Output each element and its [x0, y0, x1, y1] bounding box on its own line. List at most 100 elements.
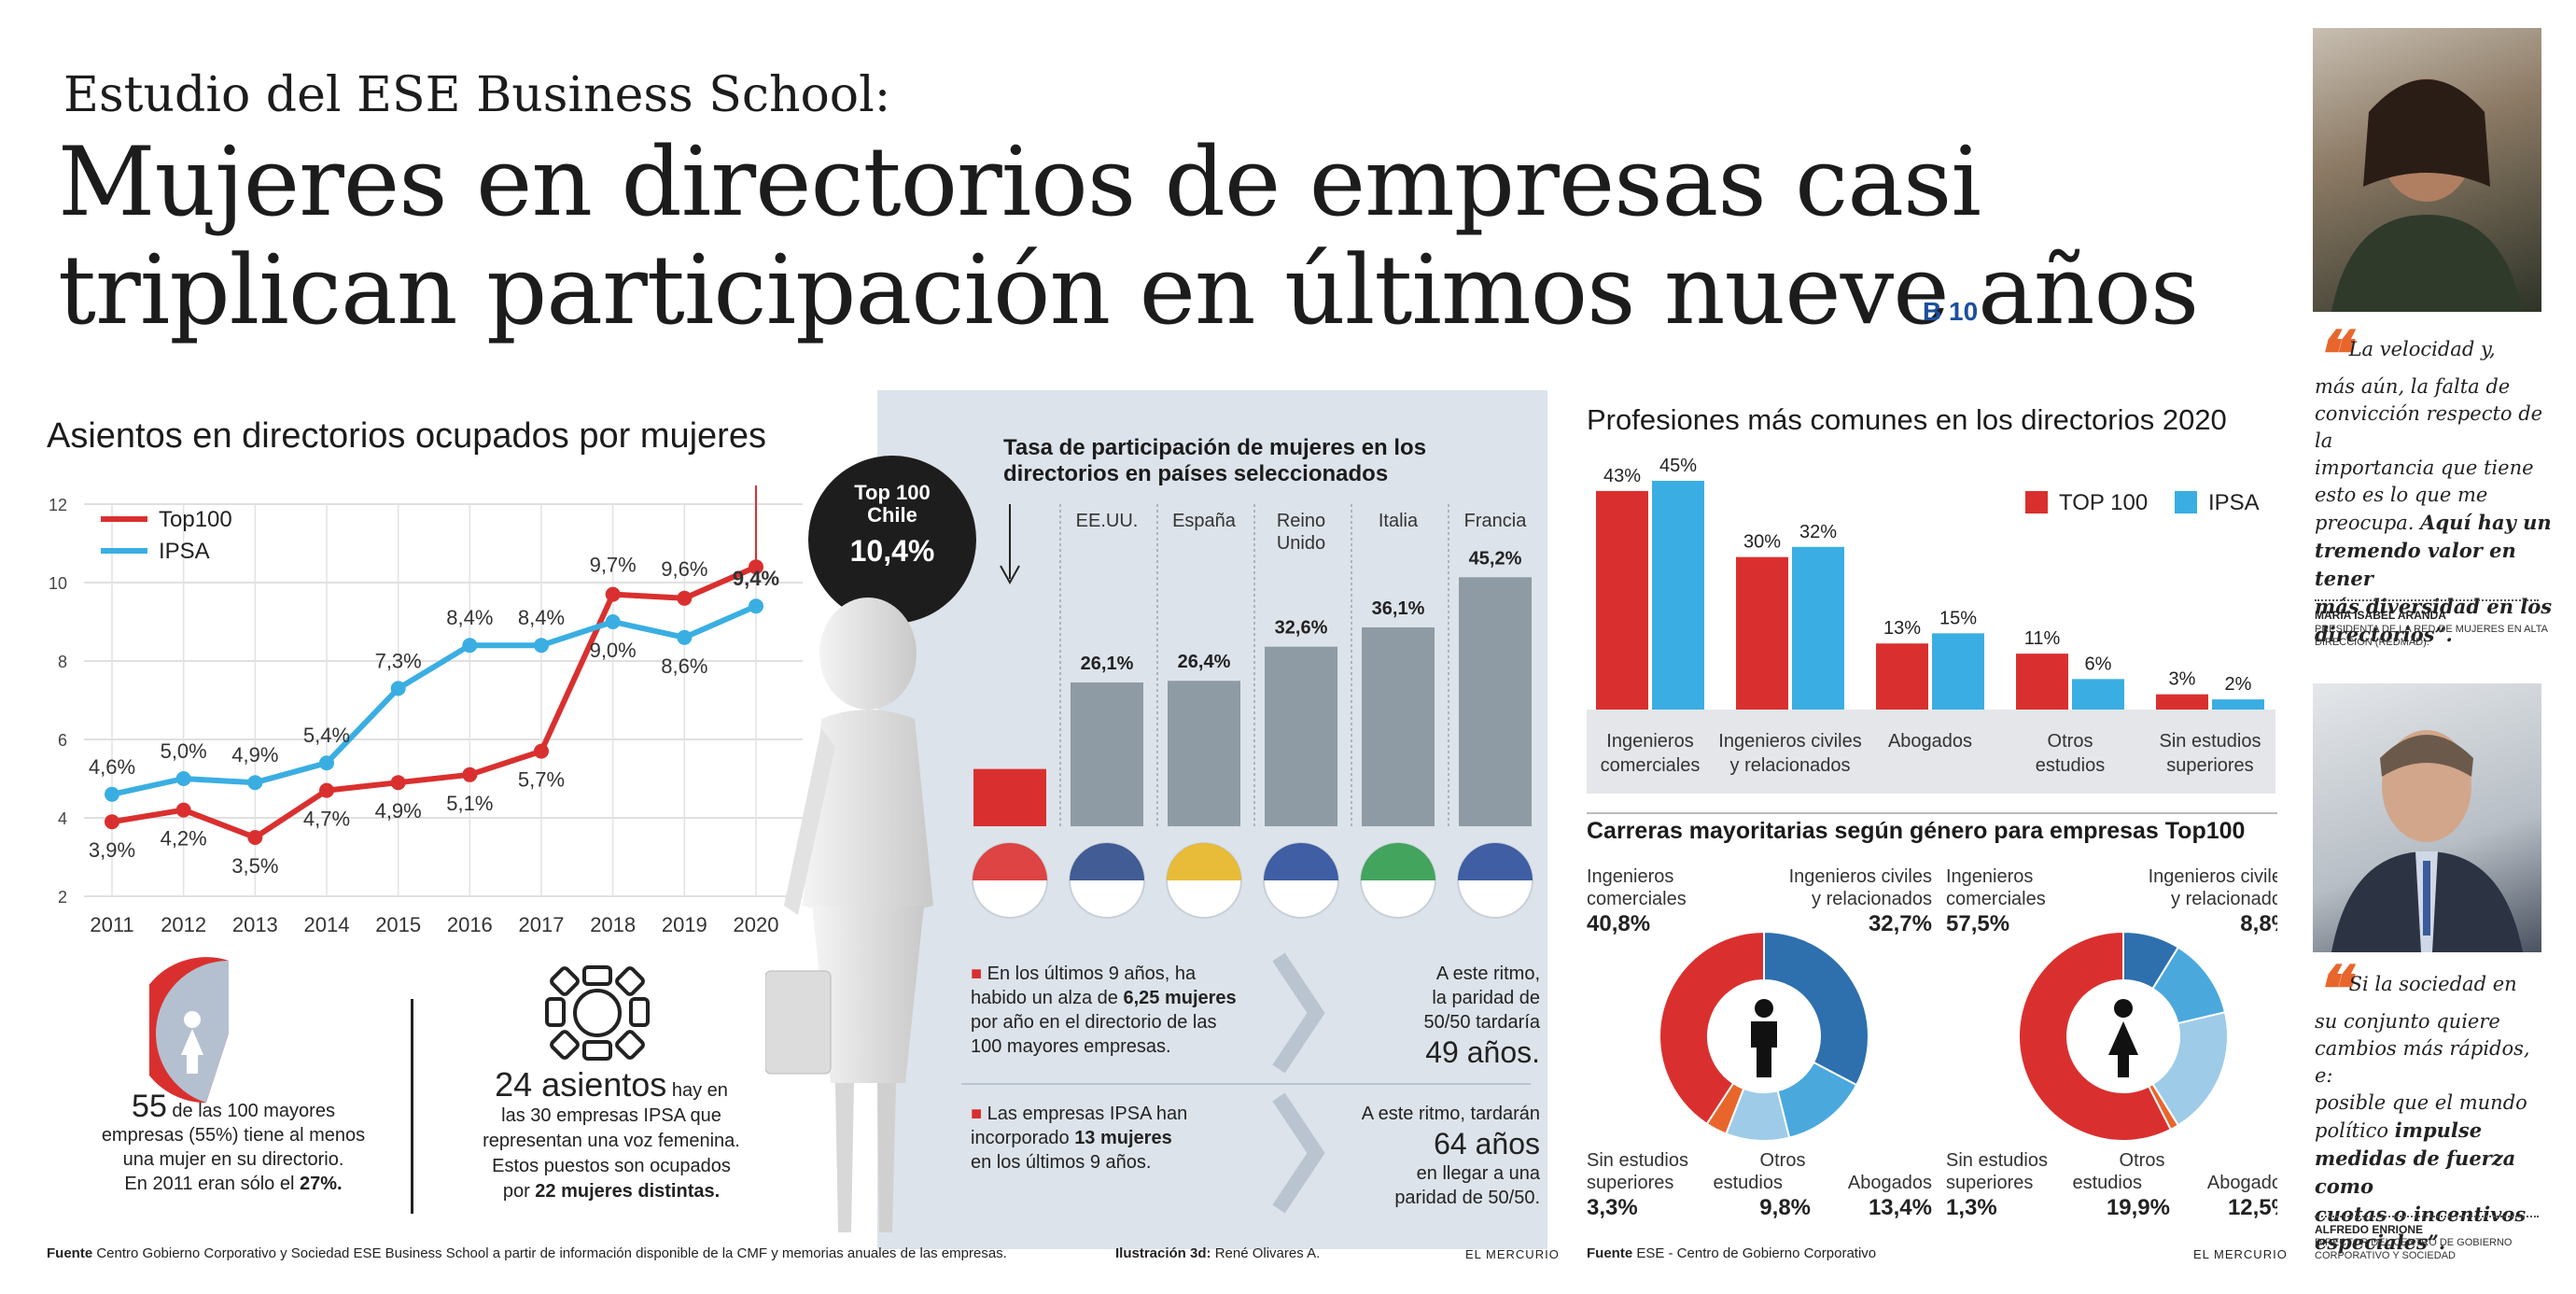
data-label-ipsa: 8,4%	[518, 606, 565, 629]
data-label-ipsa: 5,0%	[161, 739, 207, 763]
fact-1-l4: 100 mayores empresas.	[971, 1036, 1171, 1057]
profession-bar-value: 3%	[2169, 669, 2196, 690]
country-bar-value: 32,6%	[1275, 618, 1328, 639]
fact-1-l1: En los últimos 9 años, ha	[987, 963, 1197, 984]
series-line-ipsa	[111, 603, 758, 797]
data-label-ipsa: 9,4%	[733, 567, 779, 590]
country-name: Unido	[1277, 533, 1325, 554]
profession-category-label: comerciales	[1601, 755, 1701, 776]
q1-l5a: esto es lo que me	[2315, 484, 2488, 506]
stat-1-text4b: 27%.	[299, 1174, 343, 1194]
donut-label-ing-civ: Ingenieros civiles	[2149, 866, 2277, 887]
boardroom-icon	[545, 965, 650, 1061]
fact-2-l3: en los últimos 9 años.	[971, 1152, 1152, 1173]
x-tick-label: 2017	[519, 913, 565, 936]
donut-label-sin-est: Sin estudios	[1946, 1150, 2048, 1171]
quote-1-divider	[2315, 599, 2539, 601]
fact-1-result: A este ritmo, la paridad de 50/50 tardar…	[1325, 962, 1540, 1070]
donut-label-abog: Abogados	[1848, 1173, 1932, 1193]
y-tick-label: 12	[49, 496, 67, 514]
profession-category-label: y relacionados	[1730, 755, 1851, 776]
legend-label: IPSA	[2208, 490, 2260, 515]
data-point-ipsa	[175, 771, 191, 786]
country-flag-icon-top	[1070, 843, 1144, 880]
x-tick-label: 2016	[447, 913, 493, 936]
donut-label-sin-est: superiores	[1587, 1173, 1673, 1193]
stat-1-text3: una mujer en su directorio.	[122, 1149, 344, 1170]
country-bar	[1362, 627, 1435, 826]
donut-label-otros: estudios	[2073, 1173, 2143, 1193]
x-tick-label: 2012	[161, 913, 206, 936]
data-label-ipsa: 5,4%	[303, 724, 350, 747]
legend-label-ipsa: IPSA	[159, 539, 210, 564]
stat-2-text2: las 30 empresas IPSA que	[501, 1105, 721, 1126]
country-flag-icon-top	[973, 843, 1047, 880]
profession-bar-ipsa	[2072, 679, 2124, 710]
q2-l2: su conjunto quiere	[2315, 1010, 2500, 1033]
data-point-ipsa	[390, 681, 406, 696]
data-label-ipsa: 9,0%	[590, 639, 637, 662]
country-name: Italia	[1379, 511, 1419, 531]
quote-1: ❝La velocidad y, más aún, la falta de co…	[2315, 323, 2553, 649]
stat-1-text4a: En 2011 eran sólo el	[124, 1174, 300, 1194]
q1-l6b: Aquí hay un	[2420, 511, 2552, 534]
professions-bar-chart: 43% 45% Ingenieros comerciales 30% 32% Ingenie…	[1596, 456, 2264, 776]
donut-slice	[1763, 930, 1869, 1087]
stat-1-num: 55	[132, 1089, 167, 1124]
donut-value-abog: 12,5%	[2228, 1195, 2277, 1220]
q2-l5b: impulse	[2394, 1118, 2483, 1142]
q1-l9: directorios”.	[2315, 623, 2453, 646]
country-flag-icon-top	[1361, 843, 1435, 880]
woman-icon-head	[2114, 999, 2133, 1018]
line-chart-title: Asientos en directorios ocupados por muj…	[47, 416, 766, 456]
headline: Mujeres en directorios de empresas casi …	[58, 129, 2199, 345]
donut-value-otros: 9,8%	[1759, 1195, 1811, 1220]
data-label-top100: 4,9%	[375, 799, 422, 823]
profession-category-label: Ingenieros	[1606, 731, 1693, 752]
data-label-ipsa: 8,6%	[661, 654, 707, 678]
donut-label-ing-civ: y relacionados	[1812, 889, 1932, 909]
fact-2-r4: paridad de 50/50.	[1394, 1188, 1540, 1208]
legend-label-top100: Top100	[159, 507, 232, 532]
profession-category-label: superiores	[2166, 755, 2253, 776]
data-point-top100	[247, 830, 263, 845]
q2-l5a: político	[2315, 1119, 2395, 1142]
woman-icon-head	[184, 1011, 201, 1028]
profession-bar-ipsa	[1932, 633, 1984, 710]
donut-label-sin-est: Sin estudios	[1587, 1150, 1688, 1171]
donut-label-otros: estudios	[1714, 1173, 1784, 1193]
profession-bar-value: 6%	[2085, 654, 2112, 674]
professions-divider	[1587, 812, 2277, 814]
q2-l3: cambios más rápidos, e:	[2315, 1037, 2530, 1087]
data-label-top100: 3,9%	[89, 838, 135, 862]
fact-1-text: ■ En los últimos 9 años, ha habido un al…	[971, 963, 1237, 1057]
data-point-top100	[462, 767, 478, 782]
q2-l7: cuotas o incentivos	[2315, 1203, 2527, 1226]
fact-2-r2: 64 años	[1434, 1127, 1540, 1160]
q1-title: PRESIDENTA DE LA RED DE MUJERES EN ALTA …	[2315, 623, 2548, 649]
donut-value-otros: 19,9%	[2107, 1195, 2170, 1220]
stat-2: 24 asientos hay en las 30 empresas IPSA …	[457, 1068, 765, 1204]
fact-1-r2: la paridad de	[1432, 988, 1540, 1008]
top100-chile-callout: Top 100 Chile 10,4%	[808, 456, 976, 624]
data-label-top100: 4,2%	[161, 827, 207, 851]
q1-name: MARÍA ISABEL ARANDA	[2315, 609, 2446, 622]
professions-axis-band	[1587, 710, 2275, 794]
q2-name: ALFREDO ENRIONE	[2315, 1223, 2424, 1236]
legend-label: TOP 100	[2059, 490, 2148, 515]
line-chart: 2 4 6 8 10 12 2011 2012 2013 2014 2015 2016 2017 2018…	[49, 485, 803, 936]
profession-bar-ipsa	[2212, 699, 2264, 710]
donut-slice	[1705, 1081, 1745, 1135]
donut-value-sin-est: 3,3%	[1587, 1195, 1638, 1220]
donut-value-ing-com: 40,8%	[1587, 911, 1650, 936]
profession-bar-ipsa	[1792, 546, 1844, 710]
donut-label-sin-est: superiores	[1946, 1173, 2033, 1193]
footer-illus-text: René Olivares A.	[1211, 1245, 1321, 1261]
data-label-top100: 5,1%	[446, 792, 493, 815]
woman-illustration	[765, 598, 933, 1232]
facts-divider	[961, 1083, 1531, 1085]
profession-category-label: Sin estudios	[2160, 731, 2261, 752]
x-tick-label: 2018	[590, 913, 636, 936]
q1-l2: más aún, la falta de	[2315, 375, 2511, 398]
profession-bar-top-100	[1596, 490, 1648, 710]
